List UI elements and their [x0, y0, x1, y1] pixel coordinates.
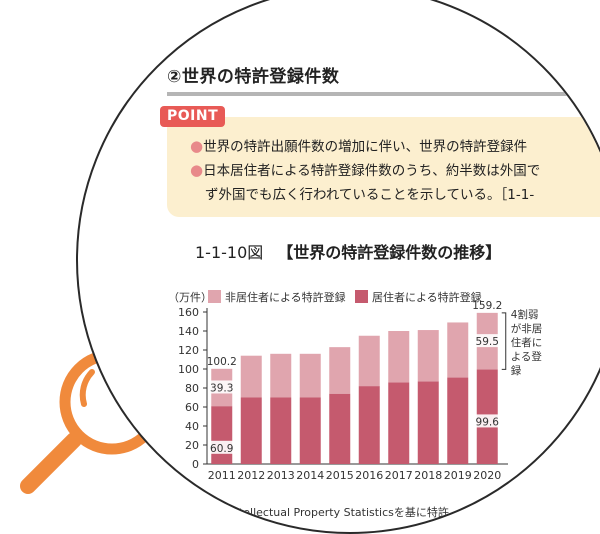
- bar-non-resident: [329, 347, 350, 394]
- bar-non-resident: [300, 354, 321, 398]
- x-tick-label: 2020: [473, 469, 501, 482]
- data-label-non-resident-2011: 39.3: [210, 382, 233, 394]
- legend-label-resident: 居住者による特許登録: [372, 290, 482, 304]
- y-tick-label: 160: [178, 306, 199, 319]
- x-tick-label: 2011: [208, 469, 236, 482]
- x-tick-label: 2017: [385, 469, 413, 482]
- bar-non-resident: [388, 331, 409, 382]
- data-label-total-2020: 159.2: [472, 300, 502, 312]
- data-label-resident-2020: 99.6: [476, 416, 500, 428]
- bar-chart: （万件） 非居住者による特許登録 居住者による特許登録 0 20 40 60 80 100 120…: [76, 2, 600, 528]
- y-tick-label: 40: [185, 420, 199, 433]
- y-tick-label: 80: [185, 382, 199, 395]
- y-tick-label: 140: [178, 325, 199, 338]
- x-tick-label: 2012: [237, 469, 265, 482]
- bar-non-resident: [418, 330, 439, 381]
- bar-non-resident: [270, 354, 291, 398]
- magnified-lens: ②世界の特許登録件数 ●世界の特許出願件数の増加に伴い、世界の特許登録件 ●日本…: [76, 0, 600, 534]
- bar-resident: [329, 394, 350, 464]
- y-tick-label: 60: [185, 401, 199, 414]
- bar-non-resident: [359, 336, 380, 386]
- x-tick-label: 2014: [296, 469, 324, 482]
- legend-swatch-resident: [355, 290, 368, 303]
- x-tick-label: 2018: [414, 469, 442, 482]
- data-label-non-resident-2020: 59.5: [476, 336, 499, 348]
- bar-resident: [211, 406, 232, 464]
- annotation-text-line: 録: [511, 364, 522, 377]
- bar-non-resident: [241, 356, 262, 398]
- source-note: ntellectual Property Statisticsを基に特許: [232, 504, 449, 520]
- annotation-text-line: よる登: [511, 350, 543, 363]
- bar-resident: [359, 386, 380, 464]
- bar-resident: [270, 398, 291, 465]
- x-tick-label: 2019: [444, 469, 472, 482]
- y-unit-label: （万件）: [168, 291, 212, 304]
- y-tick-label: 100: [178, 363, 199, 376]
- annotation-bracket: [502, 313, 506, 370]
- bar-resident: [418, 381, 439, 464]
- bar-resident: [447, 378, 468, 464]
- legend-label-non-resident: 非居住者による特許登録: [225, 290, 346, 304]
- annotation-text-line: 住者に: [511, 336, 543, 349]
- annotation-text-line: が非居: [511, 322, 543, 335]
- x-tick-label: 2013: [267, 469, 295, 482]
- bar-resident: [241, 398, 262, 465]
- bar-resident: [300, 398, 321, 465]
- legend-swatch-non-resident: [208, 290, 221, 303]
- y-tick-label: 20: [185, 439, 199, 452]
- y-tick-label: 120: [178, 344, 199, 357]
- x-tick-label: 2015: [326, 469, 354, 482]
- data-label-resident-2011: 60.9: [210, 443, 233, 455]
- data-label-total-2011: 100.2: [207, 356, 237, 368]
- x-tick-label: 2016: [355, 469, 383, 482]
- annotation-text-line: 4割弱: [511, 308, 539, 321]
- y-tick-label: 0: [192, 458, 199, 471]
- bar-resident: [388, 382, 409, 464]
- bar-non-resident: [447, 322, 468, 377]
